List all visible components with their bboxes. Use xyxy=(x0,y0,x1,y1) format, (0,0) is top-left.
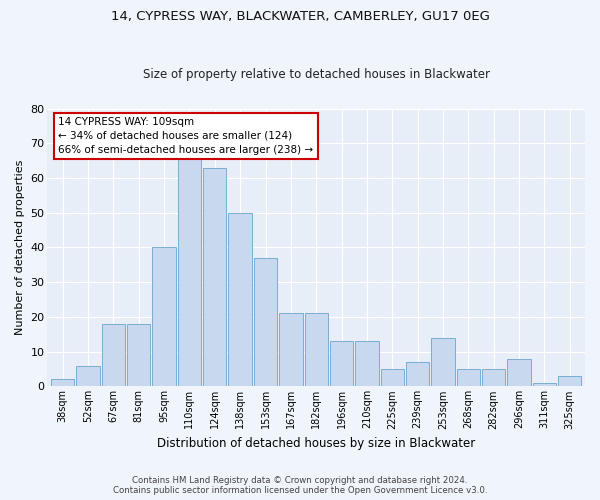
Bar xyxy=(508,358,531,386)
Bar xyxy=(558,376,581,386)
Bar xyxy=(152,248,176,386)
Bar xyxy=(178,157,201,386)
Bar xyxy=(305,314,328,386)
Bar xyxy=(380,369,404,386)
Bar xyxy=(102,324,125,386)
Bar xyxy=(203,168,226,386)
Bar xyxy=(431,338,455,386)
Title: Size of property relative to detached houses in Blackwater: Size of property relative to detached ho… xyxy=(143,68,490,81)
Bar xyxy=(406,362,430,386)
Text: 14, CYPRESS WAY, BLACKWATER, CAMBERLEY, GU17 0EG: 14, CYPRESS WAY, BLACKWATER, CAMBERLEY, … xyxy=(110,10,490,23)
Bar xyxy=(355,341,379,386)
Bar xyxy=(229,212,252,386)
Bar xyxy=(254,258,277,386)
Text: Contains HM Land Registry data © Crown copyright and database right 2024.
Contai: Contains HM Land Registry data © Crown c… xyxy=(113,476,487,495)
Bar xyxy=(457,369,480,386)
Bar xyxy=(127,324,151,386)
Bar xyxy=(279,314,302,386)
Text: 14 CYPRESS WAY: 109sqm
← 34% of detached houses are smaller (124)
66% of semi-de: 14 CYPRESS WAY: 109sqm ← 34% of detached… xyxy=(58,117,313,155)
Bar xyxy=(533,383,556,386)
Bar xyxy=(482,369,505,386)
Bar xyxy=(51,380,74,386)
Bar xyxy=(330,341,353,386)
X-axis label: Distribution of detached houses by size in Blackwater: Distribution of detached houses by size … xyxy=(157,437,475,450)
Y-axis label: Number of detached properties: Number of detached properties xyxy=(15,160,25,335)
Bar xyxy=(76,366,100,386)
